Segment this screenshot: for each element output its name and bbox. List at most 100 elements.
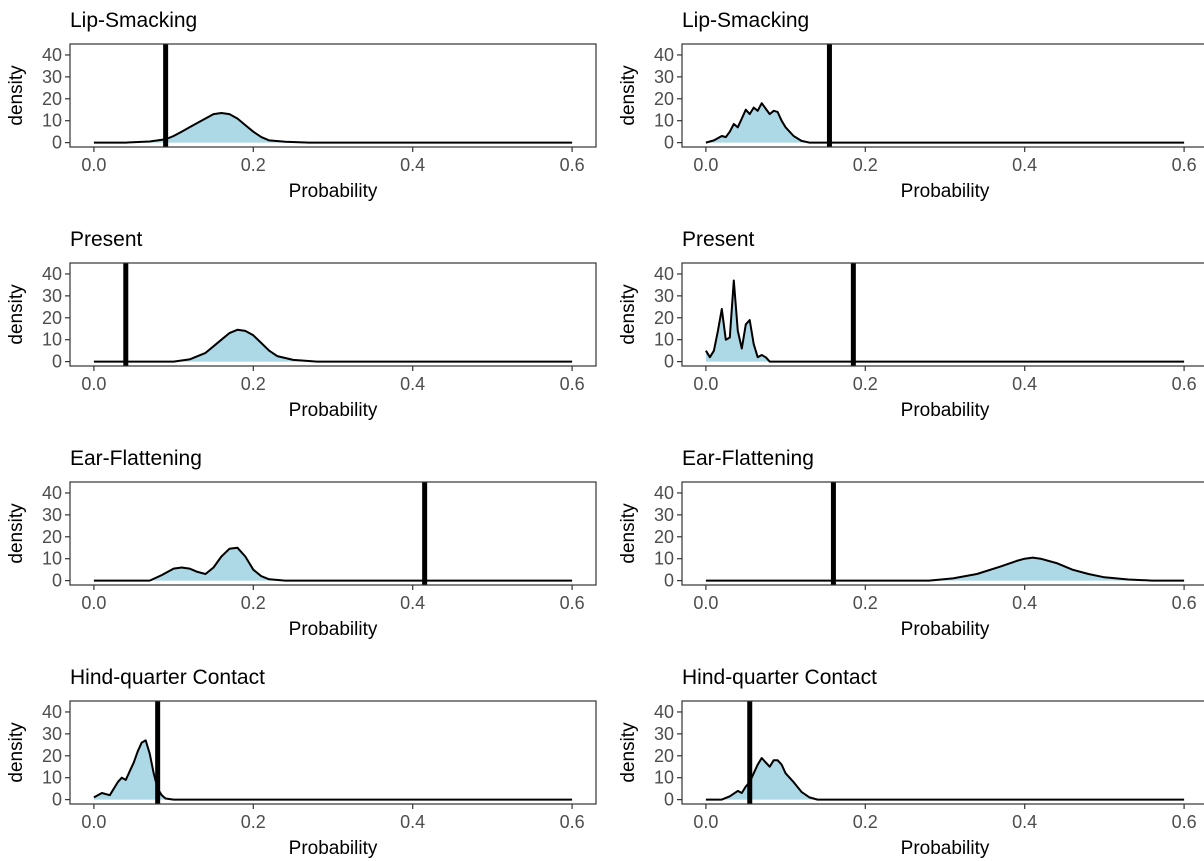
x-tick-label: 0.6 [560,155,585,175]
y-tick-label: 20 [42,308,62,328]
plot-area [705,263,1185,366]
x-tick-label: 0.2 [241,593,266,613]
y-tick-label: 20 [654,746,674,766]
plot-area [93,44,573,147]
y-tick-label: 40 [654,45,674,65]
y-tick-label: 40 [654,702,674,722]
density-line [93,546,573,582]
x-tick-label: 0.6 [560,374,585,394]
x-tick-label: 0.2 [853,155,878,175]
y-tick-label: 30 [42,724,62,744]
x-tick-label: 0.4 [1012,155,1037,175]
x-tick-label: 0.6 [1172,593,1197,613]
x-axis-label: Probability [289,619,378,640]
x-tick-label: 0.6 [1172,155,1197,175]
density-area [705,758,1185,800]
panel-border [69,43,597,148]
y-tick-label: 20 [654,89,674,109]
panel-title: Present [70,228,143,251]
x-tick-label: 0.2 [241,374,266,394]
y-tick-label: 20 [42,527,62,547]
x-tick-label: 0.2 [853,374,878,394]
y-tick-label: 0 [664,571,674,591]
y-tick-label: 30 [654,286,674,306]
x-tick-label: 0.0 [81,593,106,613]
density-line [93,328,573,363]
x-axis-label: Probability [289,400,378,421]
y-tick-label: 0 [664,133,674,153]
y-tick-label: 30 [42,505,62,525]
y-tick-label: 10 [42,768,62,788]
density-area [705,103,1185,143]
density-line [705,757,1185,801]
y-tick-label: 40 [654,483,674,503]
panel-border [69,262,597,367]
y-tick-label: 0 [664,790,674,810]
y-tick-label: 30 [654,505,674,525]
density-line [93,739,573,801]
x-tick-label: 0.4 [400,374,425,394]
x-axis-label: Probability [289,838,378,859]
panel-border [681,700,1204,805]
x-axis-label: Probability [901,181,990,202]
y-axis-label: density [618,65,639,126]
y-tick-label: 0 [52,133,62,153]
panel-title: Hind-quarter Contact [70,666,265,689]
density-area [93,113,573,143]
y-tick-label: 10 [654,549,674,569]
panel-title: Ear-Flattening [70,447,202,470]
x-tick-label: 0.0 [81,374,106,394]
y-tick-label: 0 [52,571,62,591]
x-tick-label: 0.6 [560,812,585,832]
x-axis-label: Probability [901,400,990,421]
x-axis-label: Probability [901,838,990,859]
x-tick-label: 0.4 [400,593,425,613]
y-tick-label: 10 [654,330,674,350]
y-tick-label: 20 [42,89,62,109]
density-line [705,279,1185,363]
x-tick-label: 0.4 [1012,812,1037,832]
x-tick-label: 0.0 [693,155,718,175]
y-tick-label: 30 [42,286,62,306]
panel-border [69,700,597,805]
y-axis-label: density [6,503,27,564]
y-axis-label: density [618,284,639,345]
y-tick-label: 20 [42,746,62,766]
y-axis-label: density [6,284,27,345]
panel-border [681,43,1204,148]
x-tick-label: 0.6 [560,593,585,613]
y-axis-label: density [6,65,27,126]
panel-title: Ear-Flattening [682,447,814,470]
plot-area [93,482,573,585]
y-tick-label: 30 [42,67,62,87]
x-tick-label: 0.0 [693,593,718,613]
density-area [705,280,1185,362]
y-axis-label: density [618,503,639,564]
density-area [705,557,1185,581]
panel-title: Hind-quarter Contact [682,666,877,689]
plot-area [93,701,573,804]
density-line [705,102,1185,144]
x-tick-label: 0.0 [693,812,718,832]
x-tick-label: 0.4 [1012,593,1037,613]
y-tick-label: 0 [52,790,62,810]
y-tick-label: 10 [42,549,62,569]
x-tick-label: 0.2 [241,812,266,832]
x-tick-label: 0.2 [241,155,266,175]
x-tick-label: 0.6 [1172,374,1197,394]
y-tick-label: 0 [664,352,674,372]
plot-area [705,701,1185,804]
y-tick-label: 20 [654,308,674,328]
x-tick-label: 0.4 [1012,374,1037,394]
x-tick-label: 0.4 [400,155,425,175]
density-area [93,329,573,362]
y-tick-label: 40 [42,483,62,503]
x-axis-label: Probability [901,619,990,640]
x-tick-label: 0.4 [400,812,425,832]
